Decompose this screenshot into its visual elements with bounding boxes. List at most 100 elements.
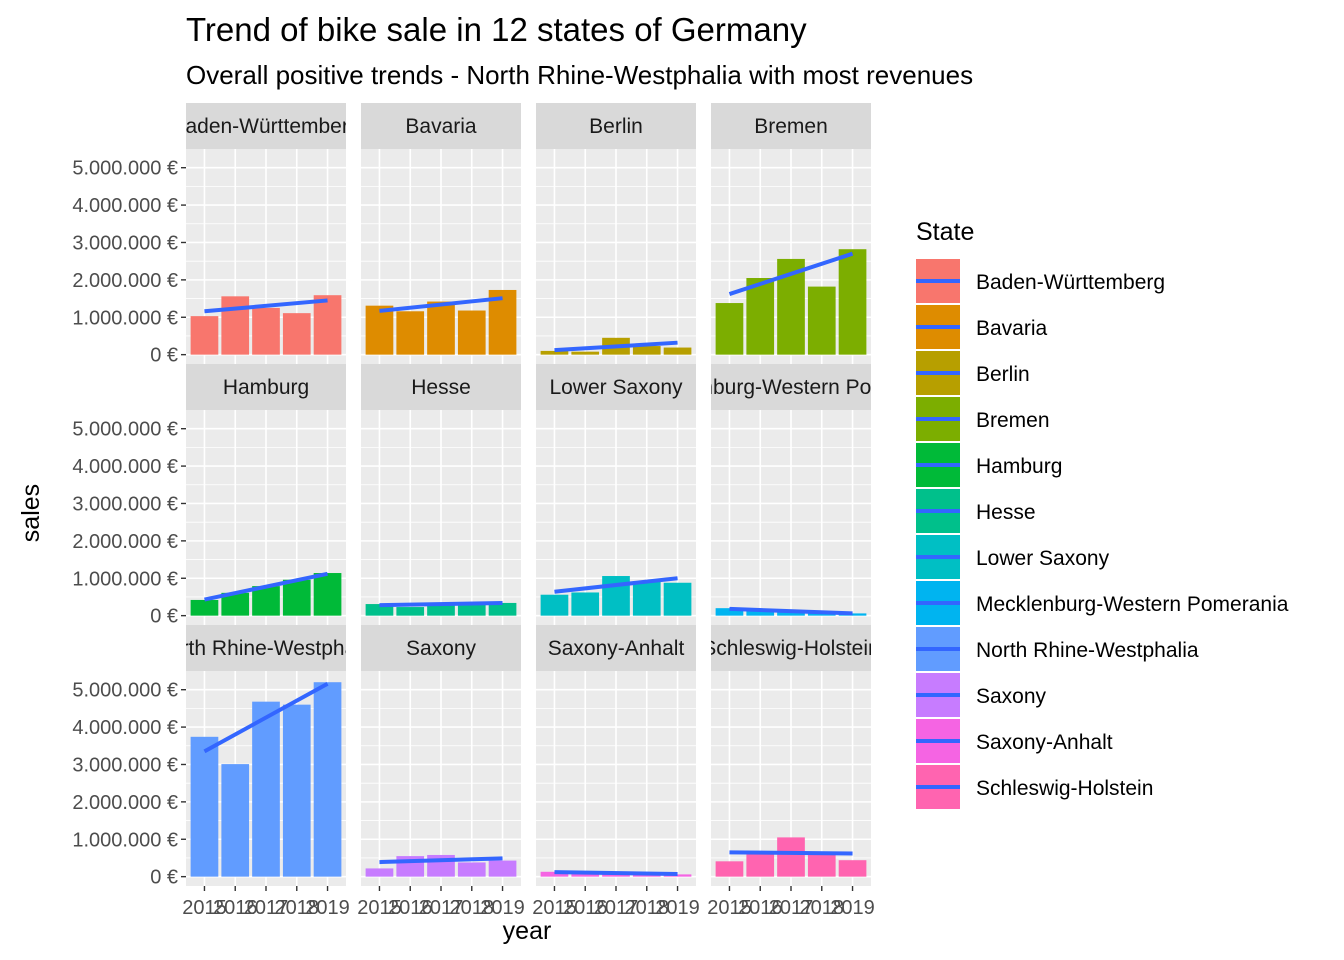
- facet-strip: [711, 364, 871, 410]
- bar: [663, 347, 692, 355]
- facet-strip-label: Bavaria: [405, 115, 477, 138]
- trend-line: [729, 606, 853, 616]
- facet-strip-label: Schleswig-Holstein: [702, 637, 879, 660]
- facet-strip-label: Baden-Württemberg: [171, 115, 360, 138]
- bar: [282, 704, 311, 877]
- facet-panels: Baden-Württemberg 0 € 1.000.000 € 2.000.000…: [72, 103, 948, 919]
- facet-panel: Baden-Württemberg 0 € 1.000.000 € 2.000.000…: [72, 103, 360, 367]
- facet-strip: [361, 364, 521, 410]
- trend-line: [379, 856, 503, 865]
- bar: [746, 854, 775, 877]
- bar: [746, 610, 775, 616]
- legend-item: Bremen: [916, 397, 1050, 441]
- facet-strip: [711, 625, 871, 671]
- facet-strip-label: Lower Saxony: [549, 376, 683, 399]
- bar: [715, 608, 744, 616]
- legend-item: Saxony: [916, 673, 1047, 717]
- facet-panel: Mecklenburg-Western Pomerania: [635, 364, 948, 625]
- bar: [313, 295, 342, 355]
- bar: [540, 350, 569, 355]
- x-tick-label: 2017: [244, 897, 289, 919]
- facet-strip: [186, 625, 346, 671]
- bar: [807, 853, 836, 877]
- x-tick-label: 2017: [419, 897, 464, 919]
- legend-label: North Rhine-Westphalia: [976, 639, 1199, 662]
- bar: [715, 303, 744, 355]
- y-tick-label: 4.000.000 €: [72, 195, 178, 217]
- bar: [396, 607, 425, 616]
- x-tick-label: 2018: [275, 897, 320, 919]
- y-tick-label: 1.000.000 €: [72, 829, 178, 851]
- facet-strip-label: Mecklenburg-Western Pomerania: [635, 376, 948, 399]
- bar: [221, 764, 250, 877]
- bar: [396, 311, 425, 355]
- chart-subtitle: Overall positive trends - North Rhine-We…: [186, 60, 973, 90]
- bar: [190, 736, 219, 877]
- facet-strip-label: Saxony: [406, 637, 477, 660]
- facet-panel: Hamburg 0 € 1.000.000 € 2.000.000 € 3.000.00…: [72, 364, 346, 628]
- x-tick-label: 2015: [182, 897, 227, 919]
- legend-label: Saxony-Anhalt: [976, 731, 1113, 754]
- facet-panel: North Rhine-Westphalia 0 € 1.000.000 € 2.00…: [72, 625, 378, 919]
- y-tick-label: 0 €: [150, 345, 178, 367]
- legend-label: Schleswig-Holstein: [976, 777, 1153, 800]
- bar: [746, 278, 775, 355]
- trend-line: [554, 576, 678, 594]
- legend-label: Saxony: [976, 685, 1047, 708]
- y-tick-label: 3.000.000 €: [72, 232, 178, 254]
- facet-strip-label: Bremen: [754, 115, 828, 138]
- trend-line: [379, 600, 503, 608]
- facet-strip-label: North Rhine-Westphalia: [155, 637, 378, 660]
- y-tick-label: 1.000.000 €: [72, 307, 178, 329]
- legend-item: Hesse: [916, 489, 1036, 533]
- legend-item: Berlin: [916, 351, 1030, 395]
- facet-strip: [711, 103, 871, 149]
- x-tick-label: 2016: [738, 897, 783, 919]
- trend-line: [379, 296, 503, 313]
- y-tick-label: 4.000.000 €: [72, 717, 178, 739]
- legend-label: Hamburg: [976, 455, 1062, 478]
- legend-item: Bavaria: [916, 305, 1048, 349]
- bar: [457, 604, 486, 616]
- x-axis-title: year: [503, 917, 552, 945]
- legend-item: Schleswig-Holstein: [916, 765, 1153, 809]
- trend-line: [729, 850, 853, 856]
- legend-item: Saxony-Anhalt: [916, 719, 1113, 763]
- y-tick-label: 5.000.000 €: [72, 680, 178, 702]
- bar: [838, 249, 867, 355]
- bar: [715, 861, 744, 877]
- legend-item: Baden-Württemberg: [916, 259, 1165, 303]
- facet-strip-label: Berlin: [589, 115, 643, 138]
- bar: [365, 868, 394, 877]
- x-tick-label: 2019: [305, 897, 350, 919]
- legend-label: Lower Saxony: [976, 547, 1110, 570]
- x-tick-label: 2016: [213, 897, 258, 919]
- bar: [571, 351, 600, 355]
- legend-label: Berlin: [976, 363, 1030, 386]
- legend-item: Mecklenburg-Western Pomerania: [916, 581, 1289, 625]
- trend-line: [554, 340, 678, 353]
- x-tick-label: 2019: [655, 897, 700, 919]
- bar: [488, 602, 517, 616]
- trend-line: [203, 681, 329, 754]
- y-tick-label: 2.000.000 €: [72, 270, 178, 292]
- bar: [488, 860, 517, 877]
- legend-label: Baden-Württemberg: [976, 271, 1165, 294]
- y-tick-label: 4.000.000 €: [72, 456, 178, 478]
- bar: [427, 603, 455, 616]
- bar: [632, 346, 661, 355]
- x-tick-label: 2019: [480, 897, 525, 919]
- trend-line: [204, 298, 328, 314]
- x-tick-label: 2016: [563, 897, 608, 919]
- y-tick-label: 0 €: [150, 606, 178, 628]
- facet-panel: Bavaria: [361, 103, 521, 364]
- bar: [282, 313, 311, 355]
- bar: [807, 286, 836, 355]
- facet-panel: Bremen: [711, 103, 871, 364]
- chart-title: Trend of bike sale in 12 states of Germa…: [186, 11, 807, 48]
- bar: [838, 860, 867, 877]
- y-tick-label: 3.000.000 €: [72, 754, 178, 776]
- legend-label: Hesse: [976, 501, 1036, 524]
